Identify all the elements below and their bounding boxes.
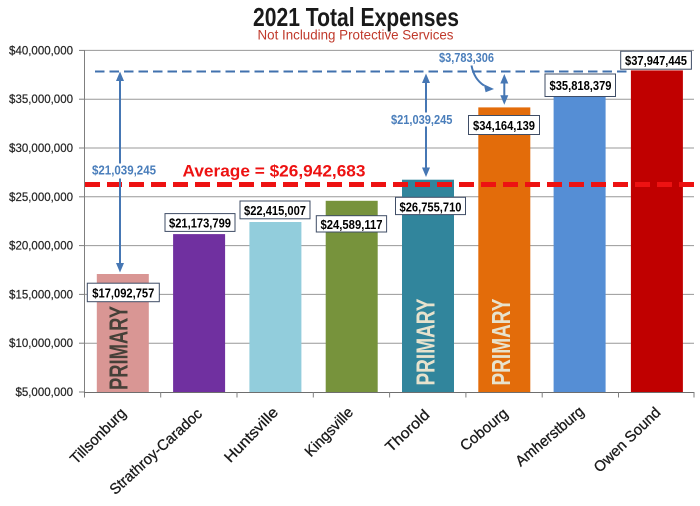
svg-text:$20,000,000: $20,000,000 [9,241,73,253]
svg-text:$17,092,757: $17,092,757 [92,285,154,300]
svg-text:$26,755,710: $26,755,710 [400,199,462,214]
svg-text:$5,000,000: $5,000,000 [15,387,73,399]
svg-text:$21,173,799: $21,173,799 [169,216,231,231]
svg-text:$21,039,245: $21,039,245 [391,112,453,127]
svg-text:PRIMARY: PRIMARY [104,306,134,390]
svg-text:2021 Total Expenses: 2021 Total Expenses [253,2,459,32]
svg-text:$35,000,000: $35,000,000 [9,94,73,106]
svg-text:Average = $26,942,683: Average = $26,942,683 [183,161,366,180]
svg-text:PRIMARY: PRIMARY [411,299,441,386]
svg-text:$3,783,306: $3,783,306 [439,50,494,65]
svg-text:$35,818,379: $35,818,379 [550,78,612,93]
svg-text:$24,589,117: $24,589,117 [321,217,383,232]
svg-text:$30,000,000: $30,000,000 [9,143,73,155]
svg-text:Not Including Protective Servi: Not Including Protective Services [258,27,454,43]
svg-text:$34,164,139: $34,164,139 [473,118,535,133]
svg-text:$15,000,000: $15,000,000 [9,289,73,301]
svg-text:PRIMARY: PRIMARY [486,299,516,386]
svg-text:$37,947,445: $37,947,445 [625,53,687,68]
svg-text:$10,000,000: $10,000,000 [9,338,73,350]
svg-text:$40,000,000: $40,000,000 [9,45,73,57]
svg-text:$21,039,245: $21,039,245 [92,163,156,178]
svg-text:$22,415,007: $22,415,007 [244,203,306,218]
svg-text:$25,000,000: $25,000,000 [9,192,73,204]
